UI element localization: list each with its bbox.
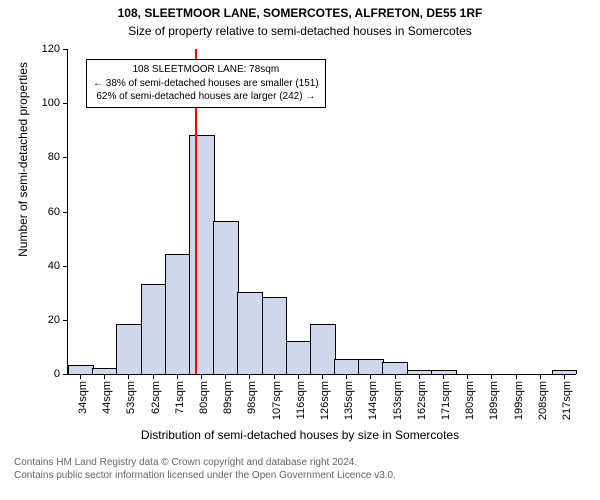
ytick-mark	[63, 212, 68, 213]
xtick-label: 116sqm	[295, 381, 307, 419]
annotation-line-1: 108 SLEETMOOR LANE: 78sqm	[93, 63, 319, 77]
xtick-label: 107sqm	[271, 381, 283, 420]
xtick-label: 126sqm	[319, 381, 331, 420]
xtick-mark	[153, 374, 154, 379]
xtick-mark	[419, 374, 420, 379]
xtick-label: 71sqm	[174, 381, 186, 414]
annotation-line-3: 62% of semi-detached houses are larger (…	[93, 90, 319, 104]
xtick-label: 44sqm	[101, 381, 113, 414]
histogram-bar	[165, 254, 191, 374]
ytick-label: 80	[30, 151, 60, 163]
xtick-mark	[128, 374, 129, 379]
x-axis-label: Distribution of semi-detached houses by …	[0, 428, 600, 442]
xtick-mark	[322, 374, 323, 379]
ytick-mark	[63, 103, 68, 104]
ytick-mark	[63, 49, 68, 50]
xtick-mark	[443, 374, 444, 379]
footer-line-1: Contains HM Land Registry data © Crown c…	[14, 456, 396, 469]
xtick-label: 208sqm	[537, 381, 549, 420]
xtick-label: 62sqm	[150, 381, 162, 414]
xtick-label: 34sqm	[77, 381, 89, 414]
xtick-mark	[346, 374, 347, 379]
histogram-bar	[141, 284, 167, 374]
xtick-mark	[540, 374, 541, 379]
xtick-label: 171sqm	[440, 381, 452, 420]
xtick-mark	[564, 374, 565, 379]
xtick-label: 180sqm	[464, 381, 476, 420]
xtick-label: 53sqm	[125, 381, 137, 414]
plot-area: 02040608010012034sqm44sqm53sqm62sqm71sqm…	[67, 49, 576, 375]
xtick-label: 98sqm	[246, 381, 258, 414]
xtick-mark	[104, 374, 105, 379]
xtick-mark	[491, 374, 492, 379]
xtick-mark	[201, 374, 202, 379]
ytick-mark	[63, 157, 68, 158]
histogram-bar	[310, 324, 336, 374]
histogram-bar	[382, 362, 408, 374]
xtick-mark	[249, 374, 250, 379]
ytick-label: 100	[30, 97, 60, 109]
ytick-label: 20	[30, 314, 60, 326]
chart-subtitle: Size of property relative to semi-detach…	[0, 24, 600, 38]
xtick-label: 162sqm	[416, 381, 428, 420]
xtick-mark	[516, 374, 517, 379]
xtick-label: 135sqm	[343, 381, 355, 420]
xtick-mark	[274, 374, 275, 379]
histogram-bar	[358, 359, 384, 374]
histogram-bar	[334, 359, 360, 374]
histogram-bar	[189, 135, 215, 374]
footer-credits: Contains HM Land Registry data © Crown c…	[6, 452, 404, 486]
xtick-mark	[467, 374, 468, 379]
xtick-label: 217sqm	[561, 381, 573, 420]
histogram-bar	[262, 297, 288, 374]
xtick-mark	[395, 374, 396, 379]
xtick-label: 153sqm	[392, 381, 404, 420]
histogram-bar	[68, 365, 94, 374]
histogram-bar	[286, 341, 312, 375]
histogram-bar	[116, 324, 142, 374]
xtick-mark	[177, 374, 178, 379]
ytick-label: 60	[30, 206, 60, 218]
ytick-mark	[63, 320, 68, 321]
ytick-label: 40	[30, 260, 60, 272]
annotation-line-2: ← 38% of semi-detached houses are smalle…	[93, 77, 319, 91]
histogram-bar	[237, 292, 263, 374]
annotation-box: 108 SLEETMOOR LANE: 78sqm← 38% of semi-d…	[86, 59, 326, 108]
xtick-label: 89sqm	[222, 381, 234, 414]
xtick-mark	[225, 374, 226, 379]
xtick-label: 80sqm	[198, 381, 210, 414]
xtick-label: 189sqm	[488, 381, 500, 420]
xtick-label: 144sqm	[367, 381, 379, 420]
xtick-label: 199sqm	[513, 381, 525, 420]
histogram-bar	[213, 221, 239, 374]
xtick-mark	[80, 374, 81, 379]
ytick-label: 120	[30, 43, 60, 55]
ytick-mark	[63, 374, 68, 375]
ytick-mark	[63, 266, 68, 267]
xtick-mark	[298, 374, 299, 379]
ytick-label: 0	[30, 368, 60, 380]
chart-title: 108, SLEETMOOR LANE, SOMERCOTES, ALFRETO…	[0, 6, 600, 20]
y-axis-label: Number of semi-detached properties	[16, 0, 30, 322]
xtick-mark	[370, 374, 371, 379]
footer-line-2: Contains public sector information licen…	[14, 469, 396, 482]
